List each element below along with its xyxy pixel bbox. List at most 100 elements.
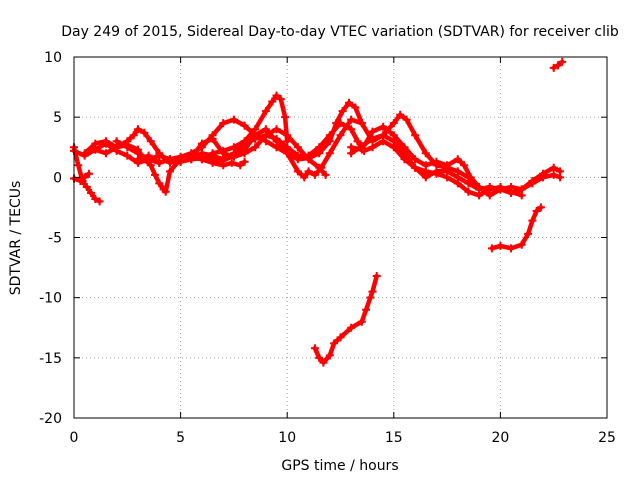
series-point-marker [76,176,85,185]
series-point-marker [101,149,110,158]
series-point-marker [208,155,217,164]
series-point-marker [240,121,249,130]
series-layer [70,57,567,367]
series-point-marker [261,125,270,134]
series-point-marker [325,351,334,360]
series-point-marker [507,188,516,197]
series-point-marker [411,131,420,140]
series-point-marker [351,103,360,112]
series-point-marker [95,197,104,206]
series-point-marker [84,169,93,178]
series-point-marker [123,151,132,160]
series-point-marker [485,191,494,200]
series-point-marker [240,157,249,166]
series-point-marker [336,119,345,128]
series-point-marker [176,157,185,166]
x-axis-title: GPS time / hours [281,458,398,474]
y-tick-label: 0 [53,170,62,186]
series-point-marker [357,142,366,151]
series-point-marker [517,240,526,249]
series-point-marker [345,98,354,107]
x-tick-label: 10 [278,430,296,446]
series-point-marker [208,131,217,140]
series-point-marker [347,149,356,158]
series-point-marker [161,187,170,196]
series-point-marker [368,127,377,136]
series-point-marker [272,125,281,134]
series-point-marker [336,333,345,342]
series-point-marker [304,151,313,160]
series-point-marker [155,151,164,160]
series-point-marker [133,125,142,134]
series-point-marker [549,163,558,172]
y-tick-label: -10 [39,291,62,307]
series-point-marker [400,149,409,158]
series-point-marker [421,161,430,170]
series-point-marker [317,163,326,172]
series-point-marker [453,173,462,182]
series-point-marker [133,155,142,164]
series-point-marker [539,173,548,182]
series-point-marker [432,157,441,166]
series-point-marker [310,344,319,353]
series-point-marker [325,131,334,140]
series-point-marker [321,170,330,179]
series-point-marker [300,173,309,182]
series-point-marker [281,113,290,122]
series-point-marker [187,155,196,164]
series-point-marker [227,158,236,167]
series-point-marker [368,287,377,296]
series-point-marker [304,167,313,176]
series-point-marker [368,134,377,143]
series-point-marker [524,229,533,238]
series-point-marker [517,185,526,194]
x-tick-label: 20 [491,430,509,446]
series-point-marker [460,161,469,170]
series-point-marker [432,167,441,176]
series-point-marker [315,353,324,362]
series-point-marker [347,115,356,124]
series-point-marker [144,151,153,160]
y-tick-label: 5 [53,110,62,126]
ticks: 0 5 10 15 20 25 -20 -15 -10 -5 0 5 10 [39,50,616,446]
series-arc-2 [71,171,92,184]
series-point-marker [372,272,381,281]
series-point-marker [101,139,110,148]
series-point-marker [421,149,430,158]
series-point-marker [464,179,473,188]
series-point-marker [87,188,96,197]
series-point-marker [146,137,155,146]
series-point-marker [496,241,505,250]
series-point-marker [272,137,281,146]
series-point-marker [283,131,292,140]
chart-title: Day 249 of 2015, Sidereal Day-to-day VTE… [61,24,619,40]
series-point-marker [528,216,537,225]
series-point-marker [453,155,462,164]
series-point-marker [475,185,484,194]
series-point-marker [528,179,537,188]
series-point-marker [379,131,388,140]
series-point-marker [464,187,473,196]
series-point-marker [402,115,411,124]
series-point-marker [91,194,100,203]
series-point-marker [80,173,89,182]
series-point-marker [330,339,339,348]
series-point-marker [155,179,164,188]
series-point-marker [283,149,292,158]
x-tick-label: 5 [176,430,185,446]
series-point-marker [82,182,91,191]
series-point-marker [129,131,138,140]
series-point-marker [411,163,420,172]
y-tick-label: 10 [44,50,62,66]
series-point-marker [549,63,558,72]
series-point-marker [347,125,356,134]
series-point-marker [229,115,238,124]
series-point-marker [485,182,494,191]
series-point-marker [532,207,541,216]
series-point-marker [123,143,132,152]
y-tick-label: -20 [39,411,62,427]
series-point-marker [315,143,324,152]
series-point-marker [146,161,155,170]
series-point-marker [219,156,228,165]
